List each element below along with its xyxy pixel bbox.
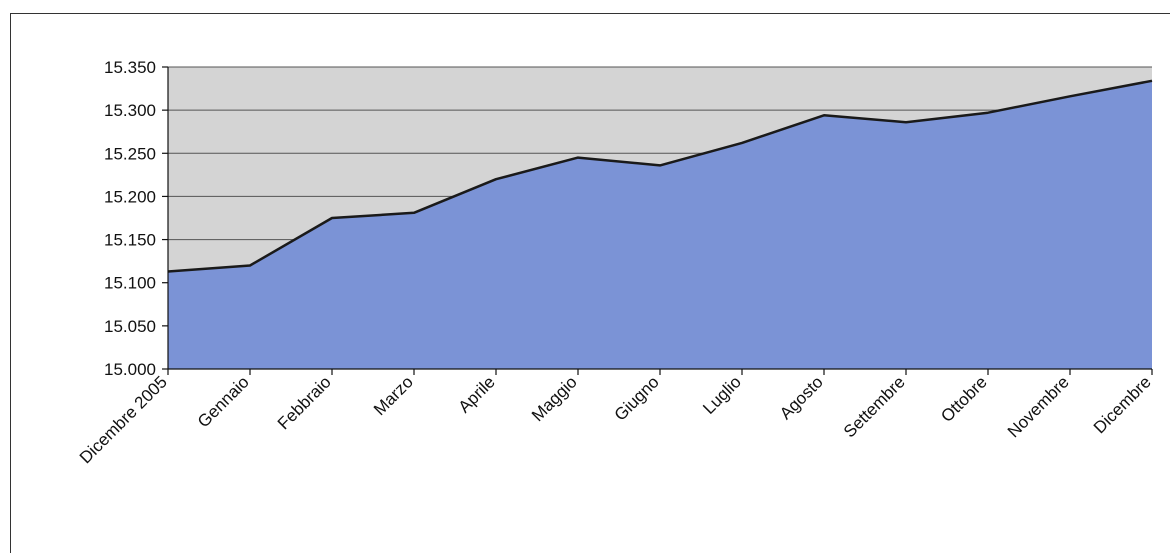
x-tick-label: Dicembre 2005 bbox=[76, 372, 171, 467]
y-tick-labels: 15.000 15.050 15.100 15.150 15.200 15.250 15.3… bbox=[104, 58, 156, 379]
x-tick-label: Aprile bbox=[455, 372, 499, 416]
area-series-fill bbox=[168, 80, 1152, 370]
x-tick-label: Ottobre bbox=[937, 372, 991, 426]
x-tick-label: Gennaio bbox=[194, 372, 253, 431]
x-tick-label: Giugno bbox=[611, 372, 663, 424]
x-tick-label: Luglio bbox=[699, 372, 745, 418]
y-tick-label: 15.100 bbox=[104, 274, 156, 293]
x-tick-label: Novembre bbox=[1004, 372, 1073, 441]
y-tick-label: 15.050 bbox=[104, 317, 156, 336]
x-tick-label: Agosto bbox=[776, 372, 827, 423]
y-tick-label: 15.300 bbox=[104, 101, 156, 120]
chart-frame bbox=[10, 13, 1170, 553]
x-tick-label: Febbraio bbox=[274, 372, 335, 433]
axes bbox=[162, 66, 1153, 375]
y-tick-label: 15.150 bbox=[104, 231, 156, 250]
area-series-line bbox=[167, 79, 1153, 273]
x-tick-label: Marzo bbox=[370, 372, 417, 419]
y-tick-label: 15.200 bbox=[104, 187, 156, 206]
x-tick-label: Dicembre bbox=[1090, 372, 1155, 437]
x-tick-labels: Dicembre 2005 Gennaio Febbraio Marzo Aprile M… bbox=[76, 372, 1155, 467]
x-tick-label: Maggio bbox=[528, 372, 581, 425]
y-tick-label: 15.000 bbox=[104, 360, 156, 379]
y-tick-label: 15.350 bbox=[104, 58, 156, 77]
x-tick-label: Settembre bbox=[840, 372, 909, 441]
y-tick-label: 15.250 bbox=[104, 144, 156, 163]
area-chart: 15.000 15.050 15.100 15.150 15.200 15.250 15.3… bbox=[76, 58, 1155, 467]
